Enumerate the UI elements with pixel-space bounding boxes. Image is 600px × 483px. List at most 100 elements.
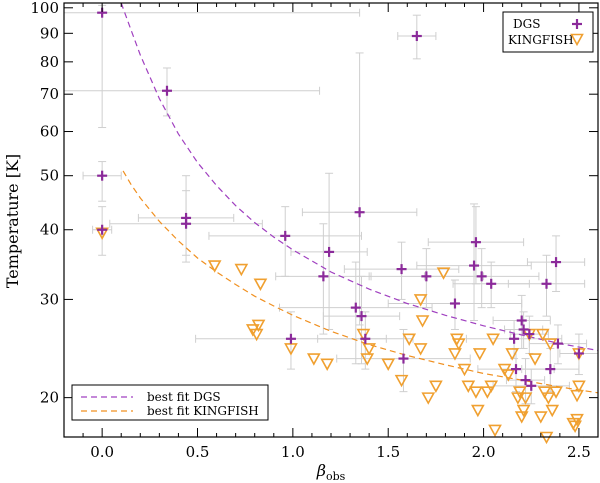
- x-tick-label: 1.5: [376, 443, 400, 461]
- x-tick-label: 2.5: [567, 443, 591, 461]
- dgs-point: [350, 302, 361, 313]
- legend-kingfish-triangle-icon: [570, 33, 584, 47]
- x-axis-title: βobs: [316, 461, 346, 483]
- legend-fits-box: [71, 384, 269, 421]
- kingfish-point: [486, 333, 500, 346]
- kingfish-point: [421, 392, 436, 405]
- kingfish-point: [448, 348, 462, 361]
- kingfish-point: [360, 353, 375, 366]
- dgs-point: [398, 353, 409, 364]
- kingfish-point: [545, 404, 560, 418]
- kingfish-point: [457, 363, 472, 377]
- x-axis-title-subscript: obs: [326, 470, 346, 483]
- kingfish-point: [541, 392, 556, 405]
- dgs-point: [476, 271, 487, 282]
- legend-dgs-label: DGS: [513, 17, 540, 31]
- kingfish-point: [470, 404, 485, 418]
- x-tick-label: 1.0: [281, 443, 305, 461]
- dgs-point: [470, 237, 481, 248]
- dgs-point: [516, 315, 527, 326]
- y-tick-label: 60: [40, 123, 59, 141]
- y-axis-title: Temperature [K]: [3, 154, 22, 288]
- legend-best-fit-dgs-label: best fit DGS: [147, 390, 221, 404]
- kingfish-point: [570, 413, 584, 427]
- kingfish-point: [381, 358, 396, 371]
- kingfish-point: [480, 386, 495, 399]
- dgs-point: [396, 264, 407, 275]
- kingfish-point: [461, 380, 476, 393]
- kingfish-point: [549, 386, 563, 399]
- kingfish-point: [394, 374, 409, 388]
- dgs-point: [520, 375, 531, 386]
- legend-fits: best fit DGS best fit KINGFISH: [71, 384, 269, 421]
- kingfish-point: [234, 263, 249, 277]
- y-tick-label: 100: [30, 0, 59, 17]
- kingfish-point: [505, 348, 520, 361]
- kingfish-point: [436, 267, 451, 280]
- kingfish-point: [320, 358, 335, 371]
- dgs-point: [486, 278, 497, 289]
- kingfish-point: [528, 353, 542, 366]
- legend-best-fit-kingfish-label: best fit KINGFISH: [147, 404, 259, 418]
- kingfish-point: [572, 380, 586, 393]
- dgs-point: [551, 257, 562, 268]
- dgs-point: [161, 85, 172, 96]
- dgs-point: [518, 324, 529, 335]
- x-axis-title-symbol: β: [316, 461, 326, 480]
- y-tick-label: 40: [40, 221, 59, 239]
- kingfish-point: [402, 333, 417, 346]
- dgs-point: [524, 329, 535, 340]
- kingfish-point: [413, 343, 428, 356]
- dgs-point: [509, 333, 520, 344]
- kingfish-point: [533, 411, 548, 424]
- kingfish-point: [429, 380, 443, 393]
- kingfish-point: [516, 404, 531, 418]
- dgs-point: [552, 338, 563, 349]
- dgs-point: [181, 218, 192, 229]
- fit-line-best-fit-kingfish: [122, 170, 599, 394]
- legend-markers-box: [502, 11, 594, 53]
- kingfish-point: [251, 319, 266, 333]
- x-tick-label: 0.5: [186, 443, 210, 461]
- y-tick-label: 50: [40, 167, 59, 185]
- kingfish-point: [253, 278, 268, 291]
- dgs-point: [324, 246, 335, 257]
- kingfish-point: [518, 392, 533, 405]
- kingfish-point: [306, 353, 321, 366]
- fit-lines-layer: [120, 2, 599, 394]
- markers-layer: [95, 7, 586, 445]
- x-tick-label: 0.0: [90, 443, 114, 461]
- kingfish-point: [362, 343, 376, 356]
- kingfish-point: [570, 389, 584, 403]
- y-tick-label: 90: [40, 24, 59, 42]
- fit-line-best-fit-dgs: [120, 2, 599, 352]
- y-tick-label: 70: [40, 85, 59, 103]
- kingfish-point: [207, 260, 222, 273]
- dgs-point: [541, 278, 552, 289]
- kingfish-point: [469, 386, 483, 399]
- dgs-point: [318, 271, 329, 282]
- kingfish-point: [451, 338, 466, 351]
- kingfish-point: [249, 328, 264, 342]
- kingfish-point: [484, 380, 499, 393]
- kingfish-point: [537, 386, 552, 399]
- errorbars-layer: [63, 4, 599, 405]
- x-tick-label: 2.0: [472, 443, 496, 461]
- dgs-point: [573, 348, 584, 359]
- y-tick-label: 20: [40, 389, 59, 407]
- kingfish-point: [501, 369, 516, 382]
- dgs-point: [360, 333, 371, 344]
- axis-ticks: [64, 3, 598, 437]
- kingfish-point: [284, 343, 298, 356]
- kingfish-point: [415, 315, 430, 328]
- legend-marker-icons: [570, 19, 584, 47]
- kingfish-point: [535, 328, 550, 342]
- kingfish-point: [512, 386, 527, 399]
- dgs-point: [411, 31, 422, 42]
- y-tick-labels: 20 30 40 50 60 70 80 90 100: [30, 0, 59, 407]
- legend-dgs-plus-icon: [572, 19, 582, 29]
- dgs-point: [526, 380, 537, 391]
- kingfish-point: [488, 424, 502, 438]
- dgs-point: [280, 230, 291, 241]
